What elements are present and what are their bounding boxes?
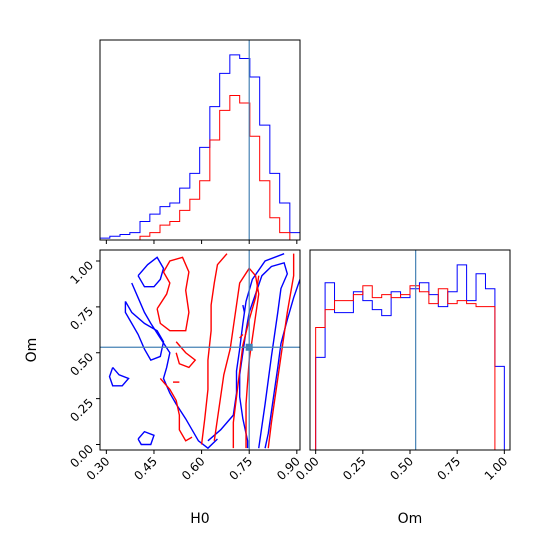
hist-h0-histogram-series-blue — [99, 54, 301, 240]
hist-h0-frame — [99, 39, 301, 241]
contour-truth-marker — [245, 343, 253, 351]
hist-om-xtick-label: 0.75 — [434, 454, 463, 483]
contour-ytick-label: 1.00 — [67, 258, 96, 287]
contour-line-blue-7 — [137, 430, 155, 446]
histogram-h0-panel — [99, 39, 301, 244]
contour-line-red-5 — [159, 377, 193, 442]
contour-line-red-2 — [267, 253, 295, 449]
contour-lines-group — [108, 253, 300, 450]
contour-xlabel: H0 — [190, 511, 209, 527]
hist-om-xtick-label: 1.00 — [482, 454, 511, 483]
contour-line-red-4 — [156, 256, 190, 332]
contour-frame — [99, 249, 301, 451]
contour-line-blue-5 — [137, 256, 165, 288]
hist-om-xlabel: Om — [398, 511, 423, 527]
contour-line-blue-3 — [131, 282, 218, 450]
contour-ytick-label: 0.25 — [67, 396, 96, 425]
hist-om-frame — [309, 249, 511, 451]
contour-ytick-label: 0.50 — [67, 350, 96, 379]
hist-h0-histogram-series-red — [100, 95, 300, 241]
contour-h0-om-panel: 0.30 0.45 0.60 0.75 0.900.000.250.500.751.00… — [24, 249, 303, 527]
contour-line-blue-2 — [207, 253, 285, 442]
contour-line-red-6 — [175, 341, 197, 369]
contour-xtick-label: 0.45 — [131, 454, 160, 483]
contour-line-red-0 — [213, 267, 260, 449]
contour-xtick-label: 0.75 — [227, 454, 256, 483]
contour-line-blue-0 — [238, 261, 289, 449]
contour-ytick-label: 0.75 — [67, 304, 96, 333]
contour-line-blue-4 — [124, 301, 165, 361]
contour-line-red-1 — [232, 275, 260, 449]
contour-line-blue-6 — [108, 366, 130, 387]
contour-line-blue-1 — [264, 279, 300, 449]
hist-om-histogram-series-red — [315, 285, 505, 451]
contour-line-red-3 — [200, 253, 228, 445]
contour-xtick-label: 0.60 — [179, 454, 208, 483]
hist-om-xtick-label: 0.25 — [340, 454, 369, 483]
hist-om-xtick-label: 0.50 — [387, 454, 416, 483]
contour-line-blue-8 — [242, 304, 246, 313]
contour-line-red-8 — [239, 333, 244, 339]
contour-ylabel: Om — [24, 338, 40, 363]
